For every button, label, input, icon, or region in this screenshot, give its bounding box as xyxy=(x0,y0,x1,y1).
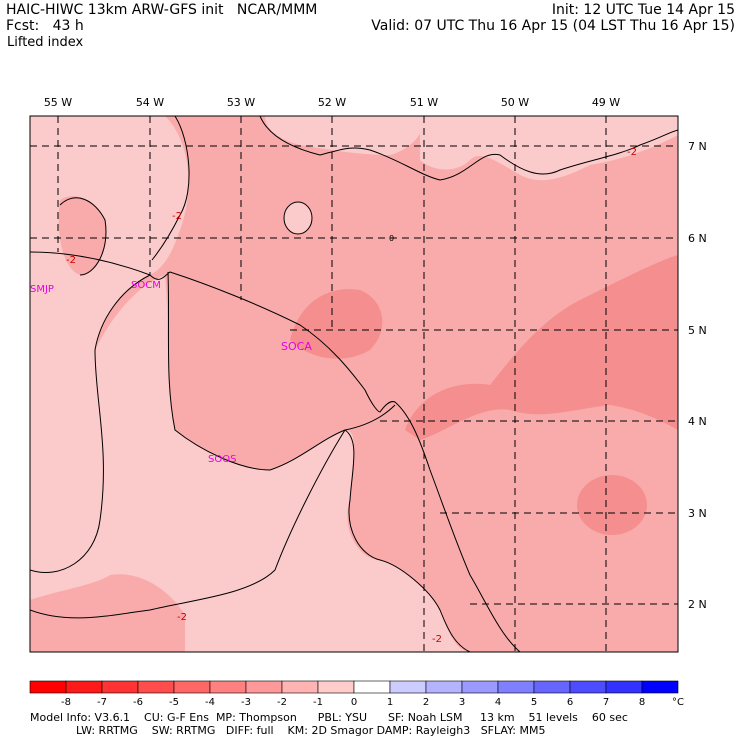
lon-label-50w: 50 W xyxy=(501,96,529,109)
colorbar-swatch xyxy=(389,680,427,694)
field-light-north-coast xyxy=(265,116,423,155)
colorbar-swatch xyxy=(533,680,571,694)
field-deep-center xyxy=(290,289,383,359)
lat-label-4n: 4 N xyxy=(688,415,707,428)
border-suriname xyxy=(30,274,151,574)
lon-label-54w: 54 W xyxy=(136,96,164,109)
contour-minus2-nw xyxy=(151,116,190,261)
colorbar-swatch xyxy=(605,680,643,694)
colorbar-swatch xyxy=(173,680,211,694)
lon-label-49w: 49 W xyxy=(592,96,620,109)
colorbar-tick-label: -2 xyxy=(277,697,287,708)
colorbar-tick-label: 6 xyxy=(567,697,573,708)
colorbar-swatch xyxy=(281,680,319,694)
contour-label: -2 xyxy=(177,612,187,623)
lon-label-51w: 51 W xyxy=(410,96,438,109)
colorbar-tick-label: -3 xyxy=(241,697,251,708)
coastline-amapa xyxy=(344,429,471,652)
colorbar: -8 -7 -6 -5 -4 -3 -2 -1 0 1 2 3 4 5 6 7 8 °C xyxy=(29,680,684,708)
colorbar-swatch xyxy=(317,680,355,694)
colorbar-swatch xyxy=(209,680,247,694)
map-frame xyxy=(29,115,679,653)
lat-label-7n: 7 N xyxy=(688,140,707,153)
field-light-spot xyxy=(284,202,312,234)
field-medium-tiny xyxy=(226,282,240,298)
colorbar-tick-label: -6 xyxy=(133,697,143,708)
field-light-nw xyxy=(30,116,189,275)
colorbar-swatch xyxy=(641,680,679,694)
colorbar-swatch xyxy=(425,680,463,694)
contour-minus2-north xyxy=(259,116,678,181)
header-init-time: Init: 12 UTC Tue 14 Apr 15 xyxy=(551,2,735,18)
contour-label: -2 xyxy=(66,255,76,266)
colorbar-tick-label: 1 xyxy=(387,697,393,708)
colorbar-tick-label: -1 xyxy=(313,697,323,708)
colorbar-swatch xyxy=(245,680,283,694)
colorbar-swatch xyxy=(497,680,535,694)
header-forecast-hour: Fcst: 43 h xyxy=(6,18,84,34)
station-label-soca: SOCA xyxy=(281,340,312,353)
lat-label-5n: 5 N xyxy=(688,324,707,337)
station-label-soos: SOOS xyxy=(208,454,236,465)
colorbar-tick-label: 5 xyxy=(531,697,537,708)
colorbar-swatch xyxy=(353,680,391,694)
field-deep-southeast xyxy=(577,475,647,535)
colorbar-swatch xyxy=(29,680,67,694)
lon-label-52w: 52 W xyxy=(318,96,346,109)
colorbar-tick-label: -8 xyxy=(61,697,71,708)
header-model-title: HAIC-HIWC 13km ARW-GFS init NCAR/MMM xyxy=(6,2,318,18)
station-label-smjp: SMJP xyxy=(30,284,54,295)
colorbar-swatch xyxy=(461,680,499,694)
colorbar-swatch xyxy=(65,680,103,694)
contour-label: -2 xyxy=(627,147,637,158)
field-medium-southwest xyxy=(30,574,185,652)
contour-label: -2 xyxy=(172,211,182,222)
contour-minus2-west xyxy=(59,197,107,276)
colorbar-tick-label: 8 xyxy=(639,697,645,708)
colorbar-tick-label: 4 xyxy=(495,697,501,708)
header-valid-time: Valid: 07 UTC Thu 16 Apr 15 (04 LST Thu … xyxy=(371,18,735,34)
field-medium-west-spot xyxy=(58,196,106,275)
colorbar-tick-label: -7 xyxy=(97,697,107,708)
field-name: Lifted index xyxy=(7,35,84,50)
colorbar-tick-label: 7 xyxy=(603,697,609,708)
contour-label: 0 xyxy=(389,234,394,243)
contour-label: -2 xyxy=(432,634,442,645)
contour-minus2-spot xyxy=(283,201,313,235)
colorbar-tick-label: 3 xyxy=(459,697,465,708)
field-light-west xyxy=(30,255,150,573)
lon-label-55w: 55 W xyxy=(44,96,72,109)
border-french-guiana-brazil xyxy=(167,271,396,471)
lat-label-6n: 6 N xyxy=(688,232,707,245)
colorbar-tick-label: -4 xyxy=(205,697,215,708)
colorbar-swatch xyxy=(101,680,139,694)
lon-label-53w: 53 W xyxy=(227,96,255,109)
lat-label-2n: 2 N xyxy=(688,598,707,611)
lat-label-3n: 3 N xyxy=(688,507,707,520)
field-deep-east xyxy=(405,255,678,440)
station-label-socm: SOCM xyxy=(131,280,161,291)
colorbar-tick-label: 0 xyxy=(351,697,357,708)
coastline-main xyxy=(30,251,521,652)
colorbar-swatch xyxy=(569,680,607,694)
footer-physics-info: LW: RRTMG SW: RRTMG DIFF: full KM: 2D Sm… xyxy=(76,724,546,737)
field-light-ne xyxy=(420,116,678,181)
colorbar-tick-label: -5 xyxy=(169,697,179,708)
field-light-south xyxy=(30,275,470,652)
colorbar-tick-label: 2 xyxy=(423,697,429,708)
colorbar-unit: °C xyxy=(672,697,684,708)
border-brazil-inland xyxy=(30,429,346,619)
colorbar-swatch xyxy=(137,680,175,694)
footer-model-info: Model Info: V3.6.1 CU: G-F Ens MP: Thomp… xyxy=(30,711,628,724)
